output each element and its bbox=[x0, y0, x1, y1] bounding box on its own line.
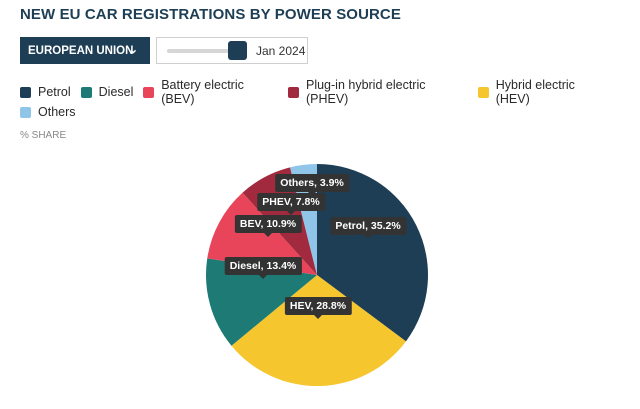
slider-date-label: Jan 2024 bbox=[256, 44, 306, 58]
date-slider[interactable]: Jan 2024 bbox=[156, 37, 308, 64]
legend-item-bev[interactable]: Battery electric (BEV) bbox=[143, 78, 278, 106]
legend-label: Others bbox=[38, 105, 76, 119]
data-label-pointer bbox=[308, 192, 316, 196]
data-label-box bbox=[224, 257, 302, 275]
unit-label: % SHARE bbox=[20, 130, 67, 141]
legend-item-hev[interactable]: Hybrid electric (HEV) bbox=[477, 78, 610, 106]
chart-title: NEW EU CAR REGISTRATIONS BY POWER SOURCE bbox=[20, 6, 401, 23]
legend-label: Battery electric (BEV) bbox=[161, 78, 244, 106]
data-label: Petrol, 35.2% bbox=[330, 217, 407, 239]
data-label-text: BEV, 10.9% bbox=[240, 218, 297, 230]
data-label: Others, 3.9% bbox=[275, 174, 350, 196]
legend-swatch bbox=[20, 106, 31, 118]
legend-swatch bbox=[288, 86, 299, 98]
data-label-pointer bbox=[264, 233, 272, 237]
chart-legend: Petrol Diesel Battery electric (BEV) Plu… bbox=[20, 78, 620, 122]
pie-slice-battery-electric-bev[interactable] bbox=[207, 192, 317, 275]
legend-row: Others bbox=[20, 102, 620, 122]
legend-swatch bbox=[80, 86, 92, 98]
data-label: BEV, 10.9% bbox=[234, 215, 302, 237]
data-label-box bbox=[284, 297, 352, 315]
slider-track[interactable] bbox=[167, 49, 239, 53]
data-label-pointer bbox=[364, 235, 372, 239]
data-label-box bbox=[330, 217, 407, 235]
legend-label: Petrol bbox=[38, 85, 71, 99]
data-label-box bbox=[234, 215, 302, 233]
region-dropdown-label: EUROPEAN UNION bbox=[28, 44, 134, 57]
pie-slice-diesel[interactable] bbox=[205, 258, 317, 346]
slider-thumb[interactable] bbox=[228, 41, 247, 60]
pie-slice-hybrid-electric-hev[interactable] bbox=[231, 275, 406, 387]
legend-item-diesel[interactable]: Diesel bbox=[80, 85, 134, 99]
pie-slice-petrol[interactable] bbox=[317, 164, 429, 342]
data-label-pointer bbox=[259, 275, 267, 279]
data-label-text: PHEV, 7.8% bbox=[262, 196, 320, 208]
legend-row: Petrol Diesel Battery electric (BEV) Plu… bbox=[20, 78, 620, 106]
data-label-text: HEV, 28.8% bbox=[290, 300, 347, 312]
data-label-pointer bbox=[314, 315, 322, 319]
data-label: PHEV, 7.8% bbox=[257, 193, 326, 215]
legend-swatch bbox=[477, 86, 489, 98]
data-label-pointer bbox=[287, 211, 295, 215]
data-label: Diesel, 13.4% bbox=[224, 257, 302, 279]
data-label-box bbox=[257, 193, 326, 211]
legend-swatch bbox=[143, 86, 155, 98]
data-label: HEV, 28.8% bbox=[284, 297, 352, 319]
legend-item-phev[interactable]: Plug-in hybrid electric (PHEV) bbox=[288, 78, 468, 106]
legend-item-others[interactable]: Others bbox=[20, 105, 76, 119]
legend-swatch bbox=[20, 86, 31, 98]
region-dropdown[interactable]: EUROPEAN UNION ⌄ bbox=[20, 37, 150, 64]
legend-label: Plug-in hybrid electric (PHEV) bbox=[305, 78, 426, 106]
chevron-down-icon: ⌄ bbox=[128, 44, 138, 56]
data-label-text: Petrol, 35.2% bbox=[335, 220, 401, 232]
data-label-text: Others, 3.9% bbox=[280, 177, 344, 189]
legend-label: Hybrid electric (HEV) bbox=[495, 78, 575, 106]
legend-item-petrol[interactable]: Petrol bbox=[20, 85, 71, 99]
legend-label: Diesel bbox=[98, 85, 134, 99]
data-label-box bbox=[275, 174, 350, 192]
data-label-text: Diesel, 13.4% bbox=[230, 260, 297, 272]
